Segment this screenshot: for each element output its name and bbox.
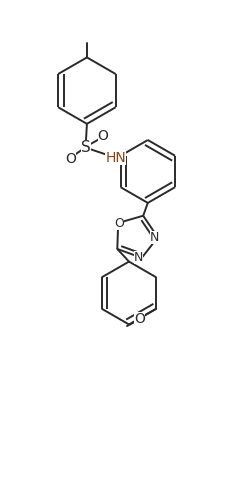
Text: N: N	[150, 231, 159, 244]
Text: HN: HN	[105, 151, 126, 165]
Text: O: O	[98, 129, 109, 142]
Text: N: N	[134, 251, 143, 264]
Text: S: S	[81, 140, 91, 154]
Text: O: O	[134, 312, 145, 326]
Text: O: O	[65, 152, 76, 165]
Text: O: O	[115, 217, 124, 230]
